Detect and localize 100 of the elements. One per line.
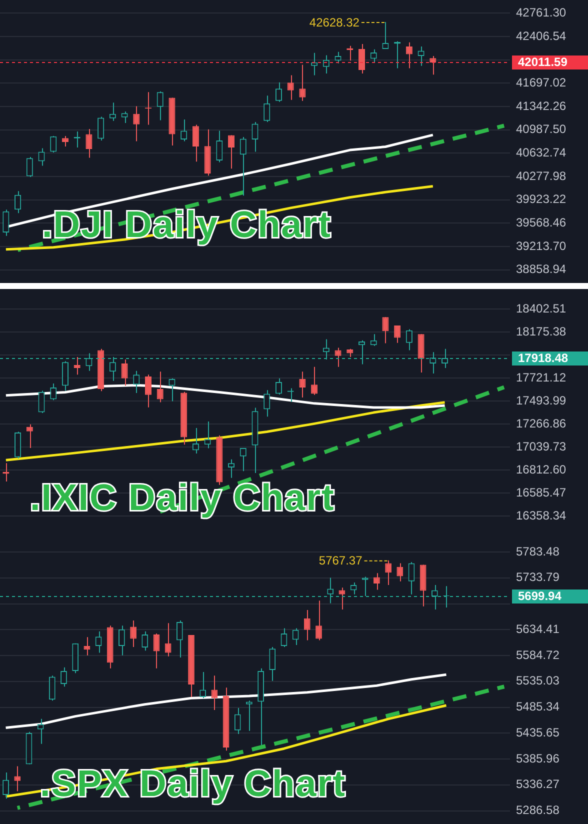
candlestick [287,74,294,100]
candlestick [418,334,424,373]
y-tick-label: 18402.51 [516,301,566,316]
candlestick [299,64,306,102]
annotation: 42628.32 [309,15,360,30]
candlestick [130,620,136,648]
candlestick [406,42,412,69]
candlestick [2,772,9,800]
candlestick [121,110,128,124]
candlestick [358,44,366,74]
candlestick [142,630,148,652]
y-tick-label: 41697.02 [516,75,566,90]
candlestick [418,46,424,66]
y-tick-label: 17266.86 [516,416,566,430]
y-tick-label: 16812.60 [516,462,566,476]
candlestick [153,633,160,669]
candlestick [50,382,57,401]
candlestick [133,106,140,142]
y-tick-label: 5485.34 [516,700,560,714]
candlestick [280,628,288,648]
candlestick [216,130,223,163]
y-tick-label: 39213.70 [516,238,566,253]
y-tick-label: 38858.94 [516,262,566,276]
candlestick [164,622,172,657]
y-tick-label: 5733.79 [516,570,560,584]
candlestick [156,90,164,121]
candlestick [382,21,389,50]
candlestick [338,587,346,610]
candlestick [228,458,235,478]
candlestick [118,625,125,656]
candlestick [156,371,164,403]
candlestick [84,636,90,656]
candlestick [192,428,199,454]
candlestick [98,116,104,142]
y-tick-label: 42406.54 [516,28,566,43]
y-tick-label: 39568.46 [516,215,566,230]
y-tick-label: 17721.12 [516,370,566,384]
candlestick [37,718,44,744]
candlestick [14,190,22,214]
candlestick [311,52,318,76]
candlestick [62,135,68,148]
candlestick [275,378,282,396]
candlestick [334,51,342,64]
annotation: 5767.37 [318,554,363,568]
ref-line-label: 17918.48 [518,350,568,365]
candlestick [430,56,436,76]
candlestick [334,347,342,368]
candlestick [26,156,33,178]
candlestick [38,390,45,414]
candlestick [60,666,67,688]
candlestick [86,128,92,158]
candlestick [252,121,258,152]
candlestick [264,95,270,122]
candlestick [382,316,389,344]
y-tick-label: 40277.98 [516,168,566,183]
y-tick-label: 5435.65 [516,725,560,740]
candlestick [144,374,152,408]
candlestick [406,328,412,351]
candlestick [275,82,282,102]
candlestick [228,134,235,170]
y-tick-label: 42761.30 [516,6,566,20]
ref-line-label: 42011.59 [518,54,568,69]
candlestick [374,572,380,590]
candlestick [176,620,183,658]
y-tick-label: 5634.41 [516,622,560,636]
candlestick [62,360,68,392]
y-tick-label: 17493.99 [516,393,566,408]
y-tick-label: 5584.72 [516,648,560,662]
candlestick [50,135,57,153]
candlestick [246,700,252,732]
y-tick-label: 5385.96 [516,751,560,766]
candlestick [408,562,415,595]
candlestick [370,334,377,346]
y-tick-label: 5286.58 [516,803,560,818]
candlestick [109,102,116,122]
candlestick [234,707,241,735]
candlestick [121,358,128,386]
y-tick-label: 5535.03 [516,674,560,688]
y-tick-label: 18175.38 [516,324,566,338]
y-tick-label: 41342.26 [516,98,566,113]
candlestick [316,600,322,641]
candlestick [240,136,246,196]
candlestick [204,420,211,449]
candlestick [394,325,401,344]
candlestick [74,356,80,376]
y-tick-label: 17039.73 [516,439,566,454]
candlestick [264,390,270,418]
candlestick [304,610,310,641]
candlestick [168,378,176,402]
candlestick [211,675,218,711]
candlestick [2,209,10,236]
y-tick-label: 5783.48 [516,544,560,558]
y-tick-label: 16358.34 [516,508,566,522]
y-tick-label: 16585.47 [516,485,566,500]
candlestick [14,766,21,792]
candlestick [299,371,306,398]
candlestick [14,431,22,459]
candlestick [48,675,56,702]
y-tick-label: 5336.27 [516,777,560,792]
candlestick [269,646,276,682]
